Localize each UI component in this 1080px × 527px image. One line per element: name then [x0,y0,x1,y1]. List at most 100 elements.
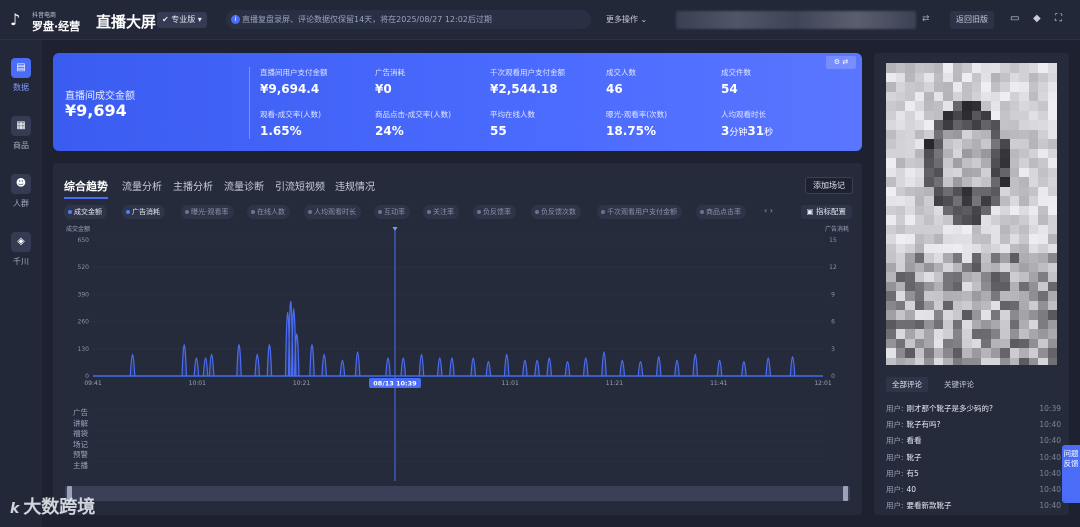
trend-chart[interactable]: 成交金额 广告消耗 0 0 130 3 260 6 390 9 520 12 650 15 09:41 10:… [53,223,862,485]
tab-key-comments[interactable]: 关键评论 [944,380,974,389]
video-mosaic-cell [924,63,934,73]
cursor-top-marker-icon [392,227,398,231]
live-video-preview[interactable] [886,63,1057,365]
timeline-scrollbar[interactable] [65,486,850,501]
monitor-icon[interactable]: ▭ [1010,13,1020,24]
kpi-value: 3分钟31秒 [721,124,773,138]
video-mosaic-cell [962,234,972,244]
metric-chip-gpm[interactable]: 千次观看用户支付金额 [597,205,682,219]
kpi-avg-watch-time[interactable]: 人均观看时长 3分钟31秒 [721,109,773,138]
video-mosaic-cell [981,281,991,292]
metric-chip-gmv[interactable]: 成交金额 [64,205,107,219]
kpi-value: ¥2,544.18 [490,82,558,96]
sidebar-item-qianchuan[interactable]: ◈ 千川 [0,232,42,276]
back-to-old-version-button[interactable]: 返回旧版 [950,11,994,29]
pro-version-dropdown[interactable]: ✔ 专业版 ▾ [157,12,207,28]
metric-chip-negative-feedback-count[interactable]: 负反馈次数 [531,205,581,219]
sidebar-item-product[interactable]: ▦ 商品 [0,116,42,160]
video-mosaic-cell [990,291,1001,301]
video-mosaic-cell [886,101,896,111]
video-mosaic-cell [1028,101,1039,111]
kpi-items-sold[interactable]: 成交件数 54 [721,67,751,96]
video-mosaic-cell [1038,243,1048,254]
metric-chip-product-click-rate[interactable]: 商品点击率 [696,205,746,219]
video-mosaic-cell [1019,167,1029,178]
tab-violations[interactable]: 违规情况 [335,182,375,193]
video-mosaic-cell [1047,224,1057,235]
tab-traffic-analysis[interactable]: 流量分析 [122,182,162,193]
video-mosaic-cell [952,310,963,320]
video-mosaic-cell [1000,101,1010,111]
kpi-divider [249,67,250,139]
video-mosaic-cell [971,158,982,168]
video-mosaic-cell [1038,338,1048,349]
video-mosaic-cell [971,224,982,235]
tab-short-videos[interactable]: 引流短视频 [275,182,325,193]
more-operations-dropdown[interactable]: 更多操作 ⌄ [606,14,647,25]
video-mosaic-cell [933,329,944,339]
video-mosaic-cell [1028,91,1039,102]
video-mosaic-cell [1019,91,1029,102]
bell-icon[interactable]: ◆ [1033,13,1041,24]
video-mosaic-cell [981,234,991,244]
sidebar-item-audience[interactable]: ☻ 人群 [0,174,42,218]
timeline-scroll-handle-right[interactable] [843,486,848,501]
video-mosaic-cell [933,253,944,263]
kpi-buyers[interactable]: 成交人数 46 [606,67,636,96]
kpi-avg-online[interactable]: 平均在线人数 55 [490,109,535,138]
video-mosaic-cell [981,82,991,92]
switch-account-icon[interactable]: ⇄ [922,14,930,24]
feedback-button[interactable]: 问题反馈 [1062,445,1080,503]
kpi-view-conversion[interactable]: 观看-成交率(人数) 1.65% [260,109,321,138]
comment-text: 有5 [906,468,919,478]
douyin-logo-icon: ♪ [10,10,21,29]
tab-host-analysis[interactable]: 主播分析 [173,182,213,193]
video-mosaic-cell [886,139,896,149]
video-mosaic-cell [1028,158,1039,168]
tab-all-comments[interactable]: 全部评论 [886,377,928,392]
fullscreen-icon[interactable]: ⛶ [1055,13,1062,24]
video-mosaic-cell [1000,205,1010,216]
kpi-card-settings[interactable]: ⚙ ⇄ [826,56,856,69]
expiry-notice: i 直播复盘录屏、评论数据仅保留14天，将在2025/08/27 12:02后过… [226,10,591,29]
kpi-user-payment[interactable]: 直播间用户支付金额 ¥9,694.4 [260,67,328,96]
metric-chip-exposure-view-rate[interactable]: 曝光-观看率 [181,205,234,219]
comment-user: 用户: [886,404,904,413]
video-mosaic-cell [952,300,963,311]
video-mosaic-cell [1047,186,1057,197]
video-mosaic-cell [886,281,896,292]
event-label-warning: 预警 [73,450,88,459]
brand-logo-icon: k [10,501,20,517]
metric-chip-ad-spend[interactable]: 广告消耗 [122,205,165,219]
add-field-note-button[interactable]: 添加场记 [805,177,853,194]
kpi-exposure-view-rate[interactable]: 曝光-观看率(次数) 18.75% [606,109,667,138]
kpi-ad-spend[interactable]: 广告消耗 ¥0 [375,67,405,96]
app-logo[interactable]: ♪ 抖音电商 罗盘·经营 [10,8,90,34]
metric-chip-online-users[interactable]: 在线人数 [247,205,290,219]
sidebar-item-data[interactable]: ▤ 数据 [0,58,42,102]
chips-scroll-arrows-icon[interactable]: ‹ › [764,206,773,215]
kpi-gpm[interactable]: 千次观看用户支付金额 ¥2,544.18 [490,67,565,96]
video-mosaic-cell [981,329,991,339]
tab-overall-trend[interactable]: 综合趋势 [64,180,108,199]
comment-item: 用户: 有5 10:40 [886,466,1061,482]
metric-chip-interaction-rate[interactable]: 互动率 [374,205,410,219]
video-mosaic-cell [933,110,944,121]
video-mosaic-cell [924,272,934,282]
video-mosaic-cell [1038,272,1048,282]
video-mosaic-cell [952,120,963,130]
tab-traffic-diagnosis[interactable]: 流量诊断 [224,182,264,193]
timeline-scroll-handle-left[interactable] [67,486,72,501]
metric-chip-negative-feedback-rate[interactable]: 负反馈率 [473,205,516,219]
metric-chip-avg-watch-time[interactable]: 人均观看时长 [304,205,361,219]
video-mosaic-cell [1009,329,1020,339]
kpi-click-conversion[interactable]: 商品点击-成交率(人数) 24% [375,109,451,138]
metric-chip-follow-rate[interactable]: 关注率 [423,205,459,219]
video-mosaic-cell [952,234,963,244]
video-mosaic-cell [1047,348,1057,358]
video-mosaic-cell [914,63,925,73]
sidebar: ▤ 数据 ▦ 商品 ☻ 人群 ◈ 千川 [0,40,42,527]
video-mosaic-cell [1000,82,1010,92]
metric-config-button[interactable]: ▣ 指标配置 [800,205,852,219]
video-mosaic-cell [1019,243,1029,254]
